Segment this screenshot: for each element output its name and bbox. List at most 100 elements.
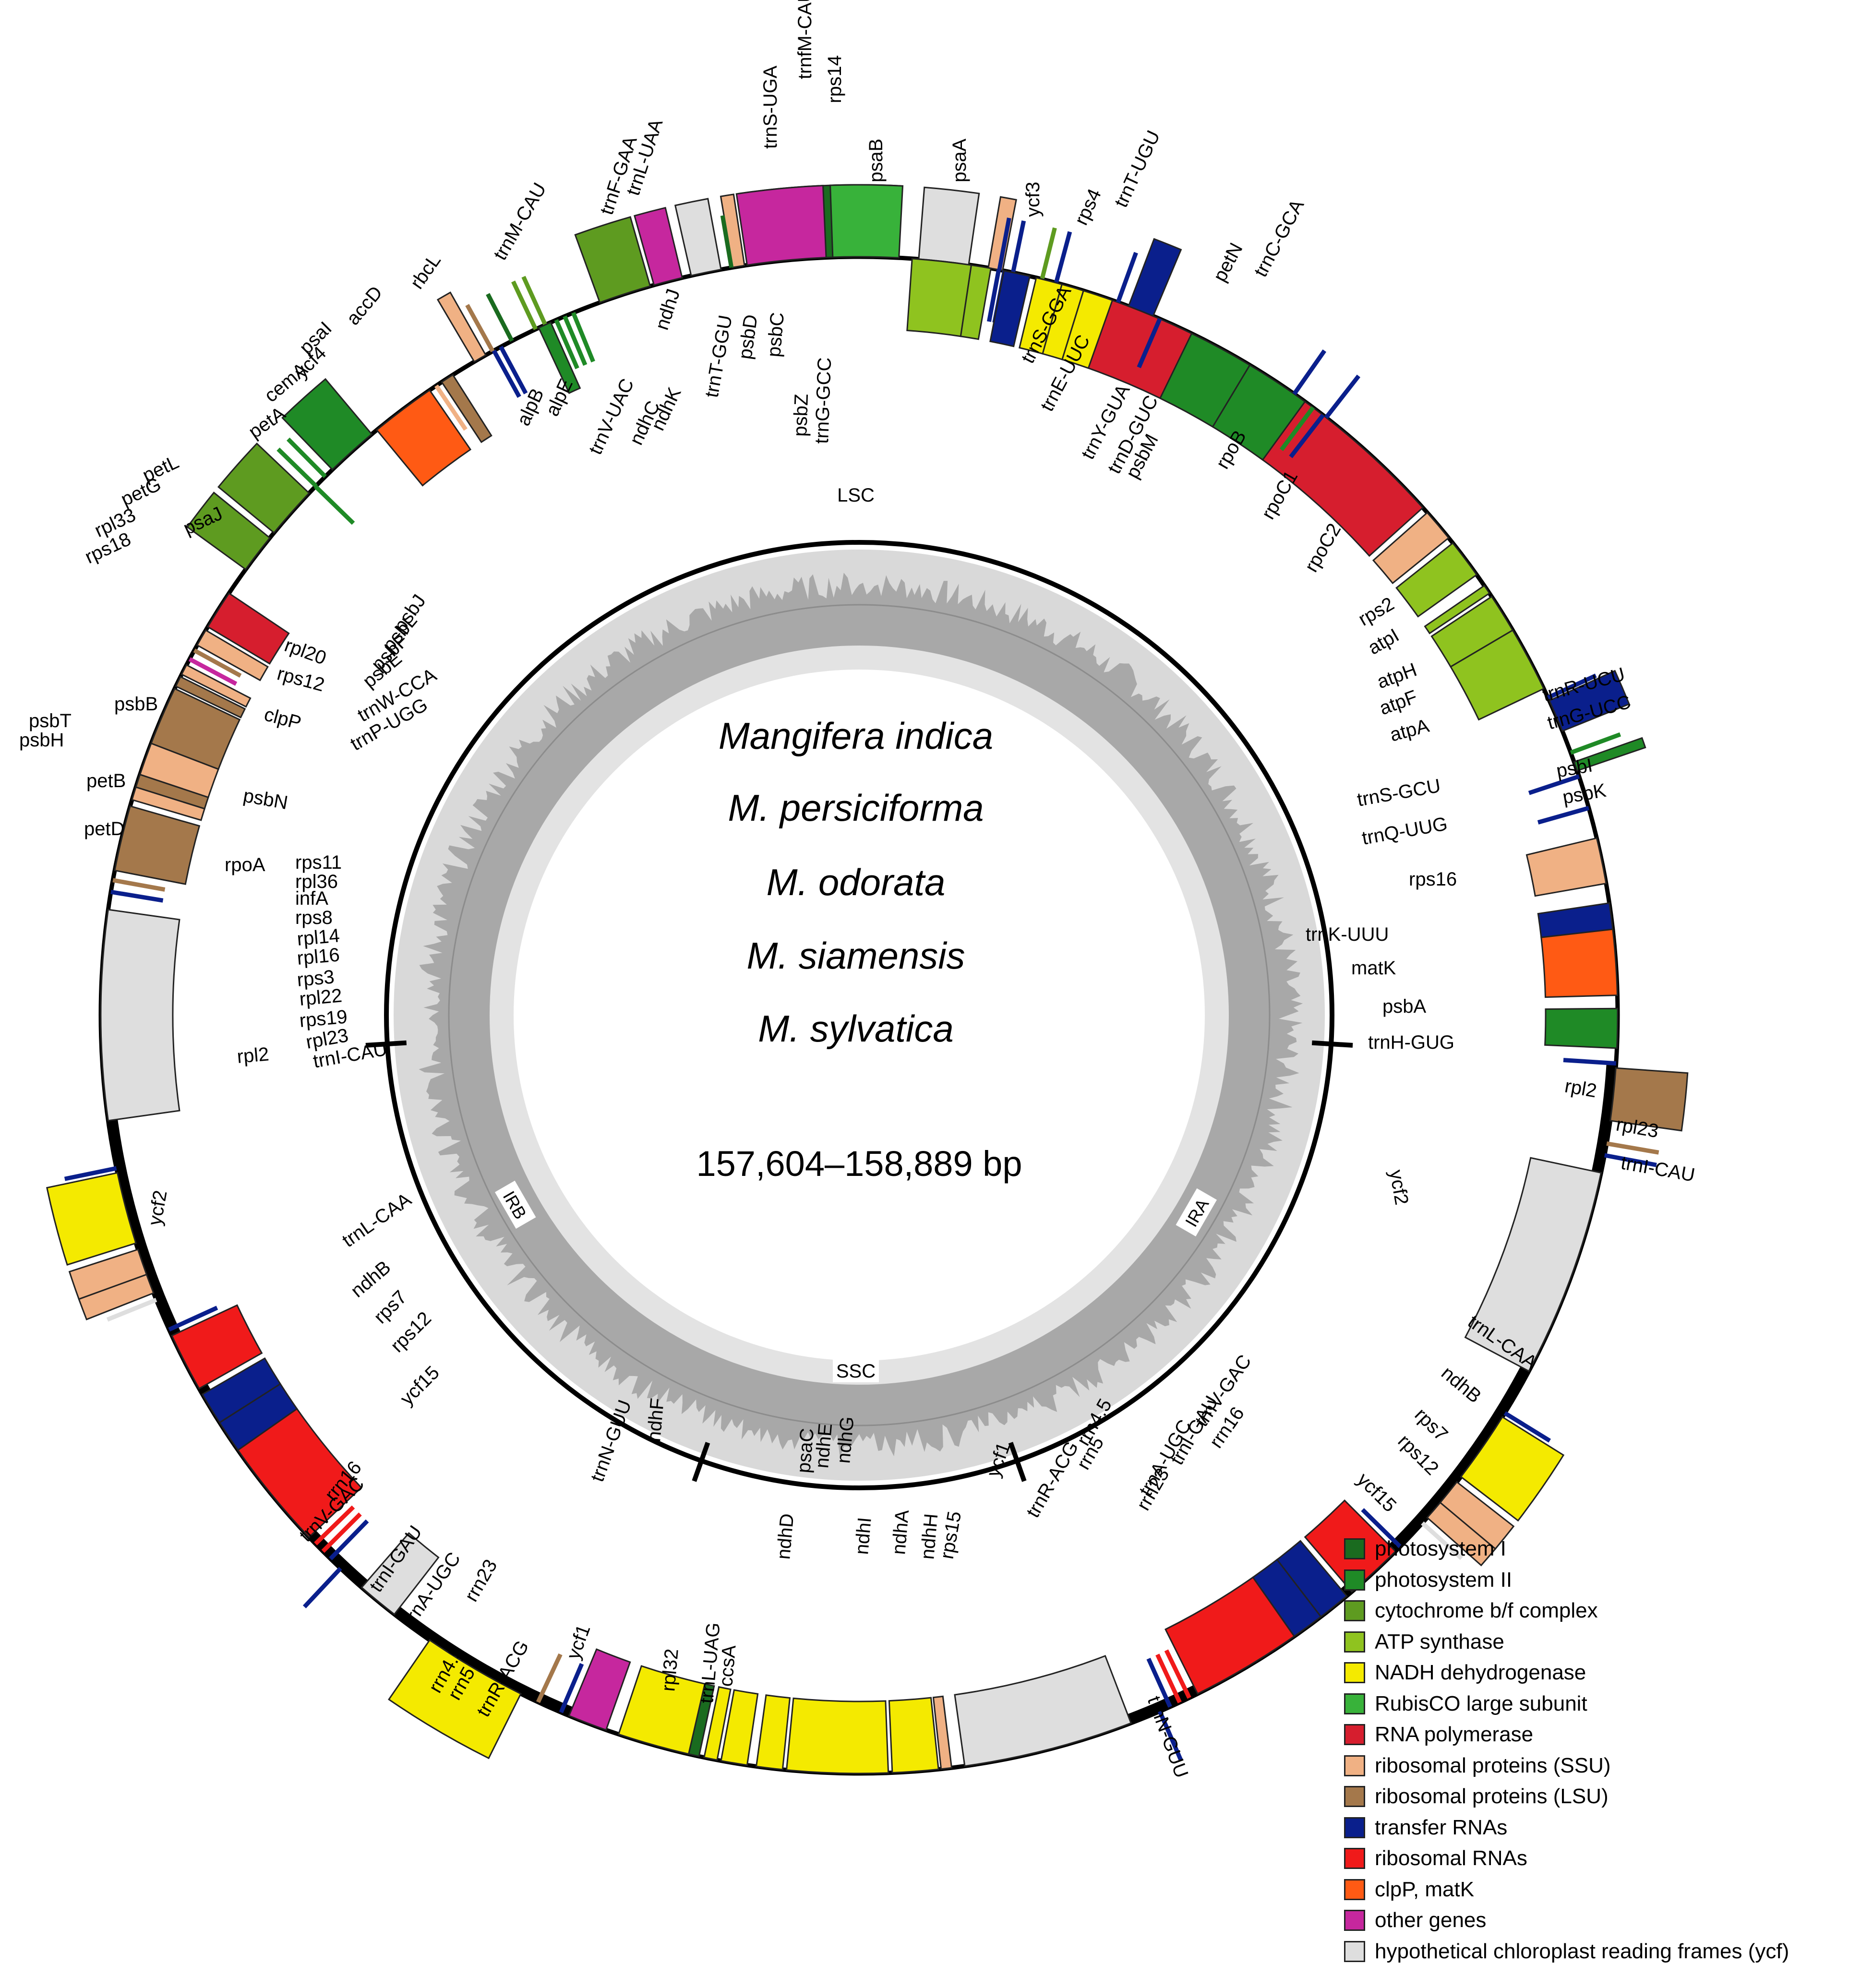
legend-label-lsu: ribosomal proteins (LSU) <box>1375 1784 1609 1808</box>
gene-psbn-95 <box>314 485 355 525</box>
gene-ndha-53 <box>785 1697 889 1774</box>
gene-label-psab-0: psaB <box>865 139 887 182</box>
gene-trng-ucc-22 <box>1548 670 1630 732</box>
legend-item-clp: clpP, matK <box>1344 1874 1867 1905</box>
gene-trnl-uaa-126 <box>1128 238 1182 317</box>
gene-label-peta-114: petA <box>245 403 289 443</box>
legend-item-atp: ATP synthase <box>1344 1627 1867 1658</box>
legend-label-rrna: ribosomal RNAs <box>1375 1846 1527 1870</box>
gene-rpl36-89 <box>193 648 242 678</box>
gene-rpl32-61 <box>536 1653 563 1703</box>
gene-trnv-gac-72 <box>168 1305 218 1332</box>
species-name-2: M. persiciforma <box>728 787 984 829</box>
gene-label-ndhf-64: ndhF <box>643 1397 668 1443</box>
legend-label-trna: transfer RNAs <box>1375 1815 1508 1839</box>
gene-label-atpi-19: atpI <box>1365 624 1403 659</box>
gene-label-trnfm-cau-4: trnfM-CAU <box>794 0 816 79</box>
gene-atpa-20 <box>1450 629 1545 721</box>
legend-swatch-ycf <box>1344 1940 1365 1962</box>
legend-swatch-atp <box>1344 1631 1365 1653</box>
gene-trnn-guu-64 <box>302 1567 342 1609</box>
gene-psbf-109 <box>554 319 579 370</box>
gene-label-rps7-77: rps7 <box>370 1286 411 1328</box>
gene-label-rpl2-34: rpl2 <box>1563 1076 1598 1102</box>
gene-trnr-acg-65 <box>329 1519 369 1560</box>
gene-label-trnr-acg-50: trnR-ACG <box>1022 1437 1083 1521</box>
gene-psbz-130 <box>1279 406 1315 451</box>
gene-label-trnm-cau-120: trnM-CAU <box>490 180 551 264</box>
gene-trnp-ugg-103 <box>492 349 521 398</box>
gene-label-rpl2-83: rpl2 <box>236 1043 270 1067</box>
gene-label-ndhj-128: ndhJ <box>651 287 684 333</box>
legend-swatch-trna <box>1344 1817 1365 1838</box>
ssc-start-tick <box>1008 1442 1027 1482</box>
gene-ycf2-35 <box>1464 1157 1602 1372</box>
center-title: Mangifera indica M. persiciforma M. odor… <box>696 715 1022 1184</box>
gene-ndhh-52 <box>888 1697 939 1774</box>
gene-trnn-guu-49 <box>1158 1710 1183 1761</box>
gene-rps7-75 <box>68 1248 148 1300</box>
gene-trnl-caa-77 <box>64 1166 117 1181</box>
legend-item-ssu: ribosomal proteins (SSU) <box>1344 1750 1867 1782</box>
gene-petg-106 <box>511 280 538 330</box>
gene-label-psbd-130: psbD <box>734 313 762 361</box>
gene-trnf-gaa-125 <box>1116 251 1138 303</box>
gene-label-psbz-132: psbZ <box>790 394 812 437</box>
gene-trni-cau-34 <box>1604 1153 1657 1167</box>
gene-trng-gcc-131 <box>1289 414 1325 458</box>
gene-label-petd-94: petD <box>84 818 125 839</box>
gene-label-rps11-92: rps11 <box>295 852 342 873</box>
gene-ndhi-54 <box>755 1694 791 1771</box>
gene-label-ndhh-54: ndhH <box>917 1513 942 1560</box>
legend-swatch-rrna <box>1344 1848 1365 1869</box>
gene-atph-18 <box>1424 584 1491 635</box>
gene-label-ycf3-2: ycf3 <box>1022 182 1044 217</box>
gene-trnt-ugu-5 <box>1010 220 1026 273</box>
gene-rps12-99 <box>434 384 468 431</box>
gene-ndhg-55 <box>720 1689 759 1766</box>
gene-trnc-gca-12 <box>1054 231 1072 284</box>
gene-ycf1-50 <box>954 1655 1132 1767</box>
gene-rps11-90 <box>196 629 269 682</box>
legend-item-ps1: photosystem I <box>1344 1533 1867 1565</box>
gene-label-psbi-25: psbI <box>1555 754 1594 781</box>
legend-item-rpo: RNA polymerase <box>1344 1719 1867 1750</box>
gene-psbj-111 <box>571 311 595 363</box>
gene-atpe-119 <box>960 264 992 340</box>
legend-label-atp: ATP synthase <box>1375 1629 1504 1653</box>
legend-label-ps2: photosystem II <box>1375 1568 1513 1592</box>
legend-swatch-lsu <box>1344 1786 1365 1808</box>
lsc-label: LSC <box>837 485 875 506</box>
gene-petn-11 <box>1040 227 1057 280</box>
gene-psbh-94 <box>276 447 318 488</box>
gene-label-trnh-gug-33: trnH-GUG <box>1368 1032 1454 1053</box>
gene-label-rpl32-63: rpl32 <box>658 1648 683 1692</box>
gene-trnq-uug-26 <box>1537 806 1590 825</box>
gene-trnl-uag-60 <box>559 1663 584 1713</box>
gene-label-rps8-89: rps8 <box>295 907 333 928</box>
region-ring <box>365 540 1353 1490</box>
gene-psbc-129 <box>1212 364 1306 461</box>
gene-rps14-0 <box>720 193 745 268</box>
gene-label-trnq-uug-28: trnQ-UUG <box>1360 813 1449 849</box>
gene-label-psbc-131: psbC <box>763 311 788 358</box>
gene-petb-93 <box>217 443 311 534</box>
gene-psaj-105 <box>486 293 514 342</box>
gene-label-rps3-86: rps3 <box>296 966 335 991</box>
gene-peta-112 <box>574 216 651 304</box>
gene-label-ycf15-75: ycf15 <box>396 1362 444 1410</box>
legend: photosystem I photosystem II cytochrome b/… <box>1344 1533 1867 1967</box>
ira-start-tick <box>1311 1040 1353 1048</box>
gene-label-rpoc2-17: rpoC2 <box>1301 520 1345 575</box>
legend-label-rpo: RNA polymerase <box>1375 1723 1534 1747</box>
gene-label-psaa-1: psaA <box>949 139 970 182</box>
gene-label-ycf2-37: ycf2 <box>1385 1168 1412 1207</box>
gene-label-matk-31: matK <box>1351 958 1396 979</box>
gene-trns-uga-132 <box>1292 349 1327 395</box>
gene-trns-gcu-25 <box>1528 774 1580 795</box>
gene-rps15-51 <box>932 1695 953 1770</box>
gene-psbb-97 <box>281 378 373 471</box>
gene-label-psbt-97: psbT <box>29 710 72 731</box>
gene-label-psba-32: psbA <box>1382 996 1426 1017</box>
